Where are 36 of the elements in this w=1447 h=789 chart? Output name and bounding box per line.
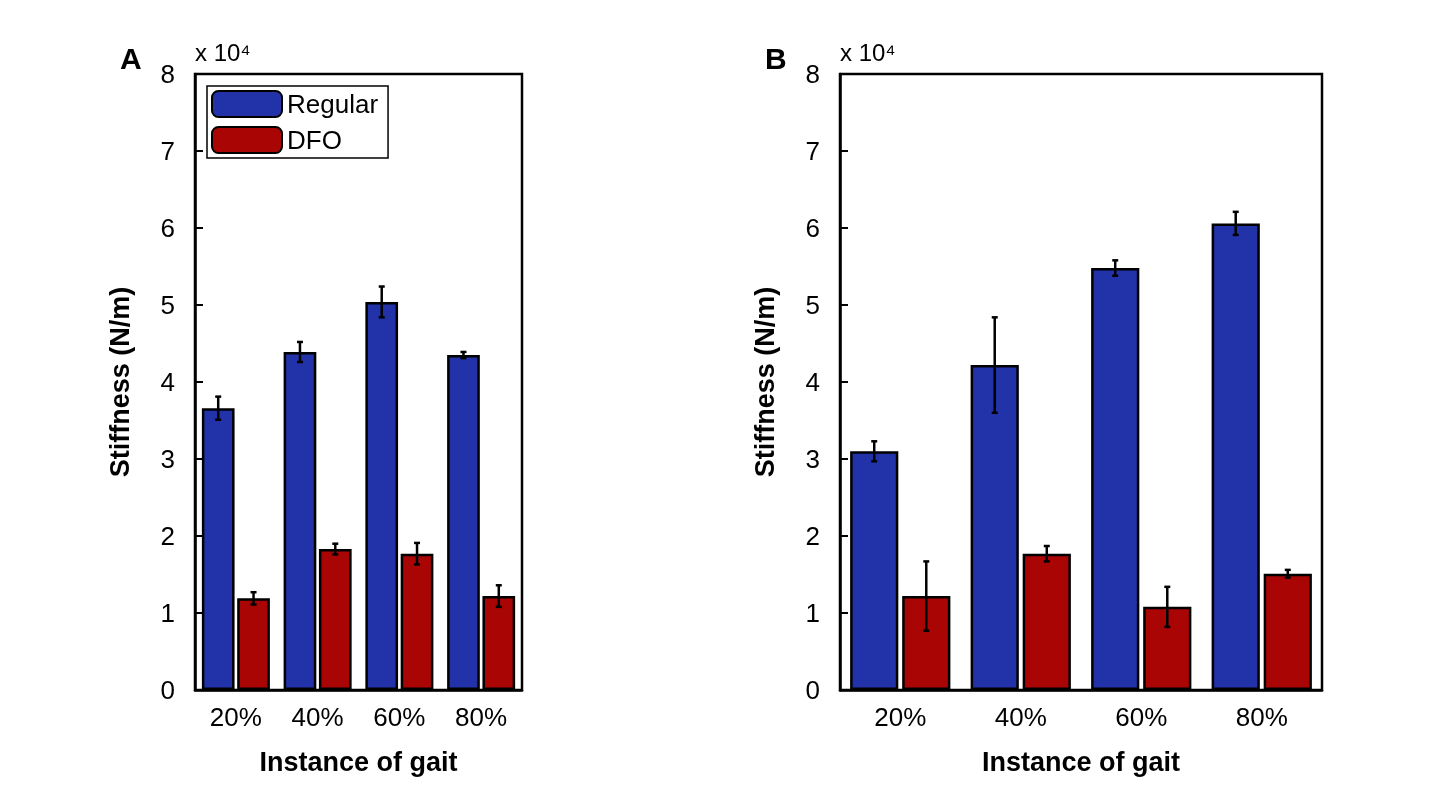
legend-label: Regular [287, 89, 379, 119]
y-axis-title: Stiffness (N/m) [749, 286, 780, 478]
y-tick-label: 2 [160, 521, 175, 551]
x-tick-label: 20% [209, 702, 262, 732]
text: x 10⁴ [195, 38, 251, 66]
y-tick-label: 6 [160, 213, 175, 243]
x-tick-label: 60% [1115, 702, 1168, 732]
y-tick-label: 4 [160, 367, 175, 397]
chart-title: A [120, 41, 142, 75]
text: x 10⁴ [840, 38, 896, 66]
y-tick-label: 3 [805, 444, 820, 474]
x-tick-label: 40% [291, 702, 344, 732]
y-tick-label: 5 [160, 290, 175, 320]
x-tick-label: 80% [1235, 702, 1288, 732]
y-tick-label: 7 [160, 136, 175, 166]
y-tick-label: 0 [805, 675, 820, 705]
y-tick-label: 0 [160, 675, 175, 705]
y-tick-label: 8 [160, 59, 175, 89]
chart-title: B [765, 41, 787, 75]
x-tick-label: 80% [455, 702, 508, 732]
y-axis-title: Stiffness (N/m) [104, 286, 135, 478]
y-tick-label: 4 [805, 367, 820, 397]
x-tick-label: 20% [874, 702, 927, 732]
y-tick-label: 7 [805, 136, 820, 166]
y-tick-label: 8 [805, 59, 820, 89]
legend-label: DFO [287, 125, 342, 155]
y-tick-label: 5 [805, 290, 820, 320]
x-tick-label: 60% [373, 702, 426, 732]
y-tick-label: 3 [160, 444, 175, 474]
x-axis-title: Instance of gait [981, 746, 1181, 777]
y-tick-label: 6 [805, 213, 820, 243]
x-tick-label: 40% [994, 702, 1047, 732]
y-tick-label: 2 [805, 521, 820, 551]
y-tick-label: 1 [805, 598, 820, 628]
y-tick-label: 1 [160, 598, 175, 628]
x-axis-title: Instance of gait [259, 746, 458, 777]
